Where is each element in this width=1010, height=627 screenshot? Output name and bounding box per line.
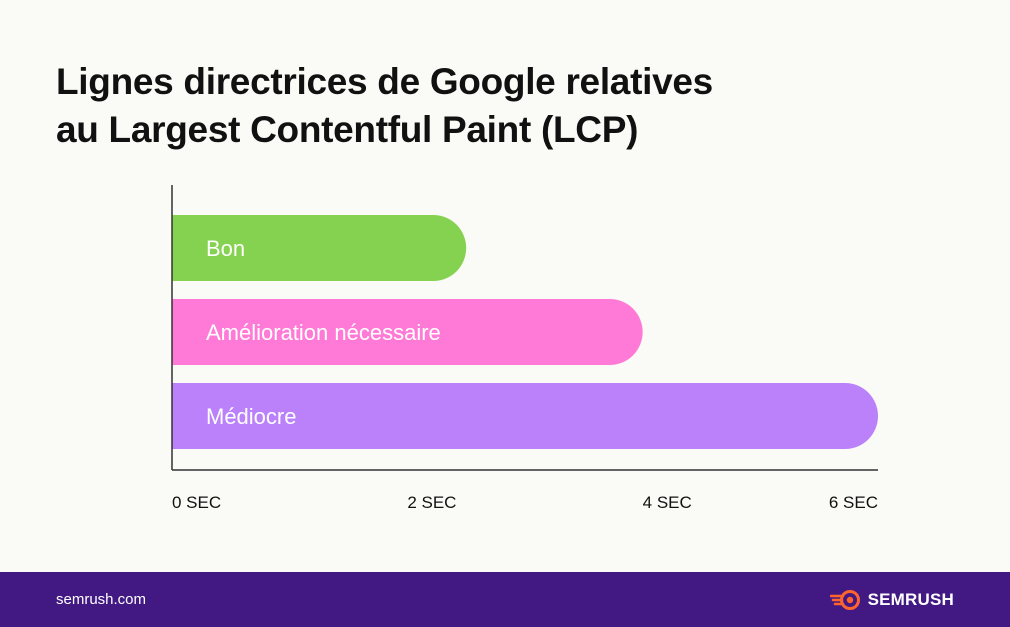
bar-label-2: Amélioration nécessaire: [206, 320, 441, 345]
bar-3: [172, 383, 878, 449]
bar-2: [172, 299, 643, 365]
semrush-flame-icon: [829, 590, 860, 610]
footer: semrush.com SEMRUSH: [0, 572, 1010, 627]
chart-title-line-2: au Largest Contentful Paint (LCP): [56, 109, 639, 150]
brand-name: SEMRUSH: [867, 590, 954, 609]
bar-1: [172, 215, 467, 281]
bar-label-3: Médiocre: [206, 404, 296, 429]
x-tick-label: 4 SEC: [643, 493, 692, 512]
x-tick-label: 0 SEC: [172, 493, 221, 512]
chart-title-line-1: Lignes directrices de Google relatives: [56, 61, 713, 102]
footer-url[interactable]: semrush.com: [56, 591, 147, 608]
chart-title: Lignes directrices de Google relatives a…: [56, 58, 956, 154]
semrush-logo: SEMRUSH: [829, 588, 954, 612]
x-tick-label: 2 SEC: [407, 493, 456, 512]
bar-chart: Bon Amélioration nécessaire Médiocre 0 SEC 2…: [171, 185, 878, 512]
bar-label-1: Bon: [206, 236, 245, 261]
x-tick-label: 6 SEC: [829, 493, 878, 512]
